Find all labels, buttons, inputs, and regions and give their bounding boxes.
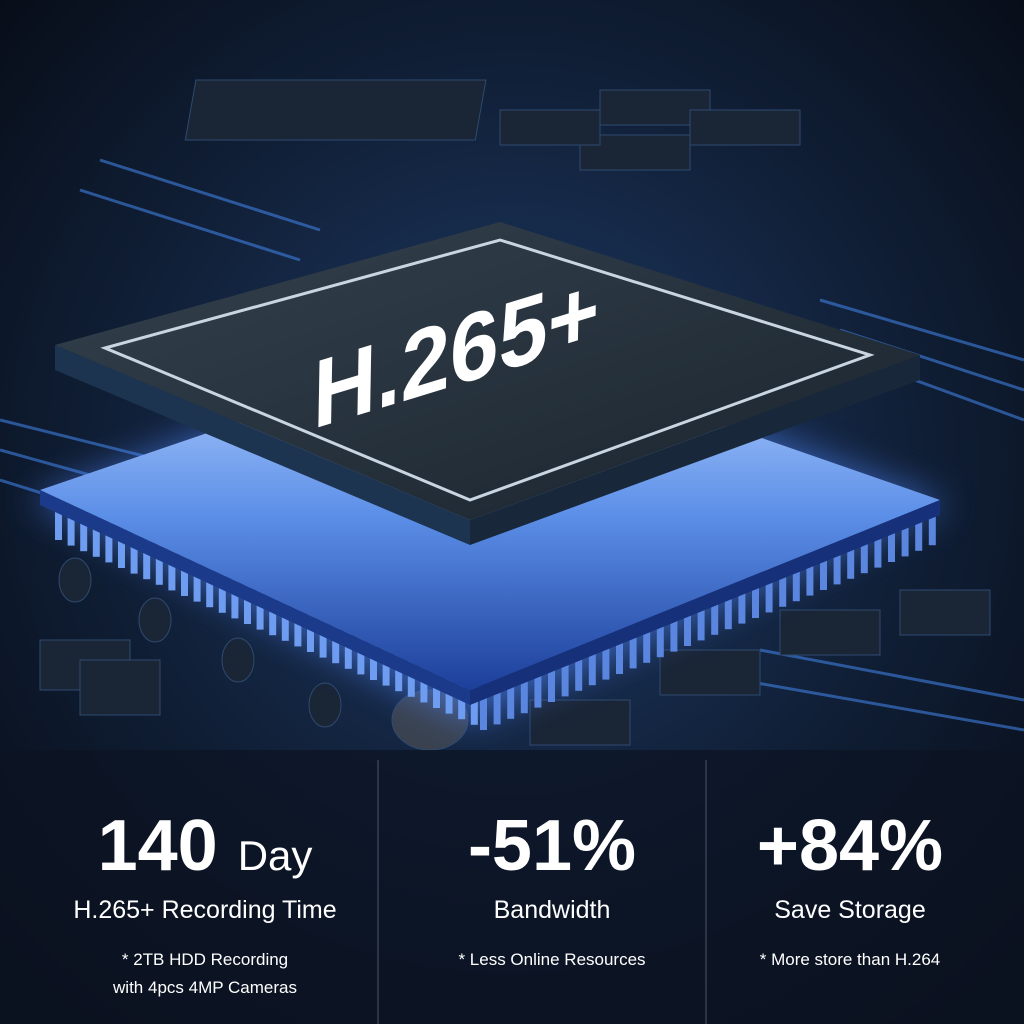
pin: [779, 566, 787, 607]
pin: [307, 612, 314, 652]
pin: [738, 583, 746, 624]
stat-unit: Day: [238, 832, 313, 879]
pin: [874, 527, 882, 568]
chip-pins: [55, 500, 936, 730]
pin: [928, 505, 936, 546]
pin: [548, 662, 555, 702]
pin: [231, 578, 239, 619]
pin: [181, 556, 188, 596]
chip-side: [55, 345, 470, 545]
stat-number: 140: [98, 806, 218, 886]
pin: [92, 516, 100, 557]
pin: [616, 634, 623, 674]
stat-note: * 2TB HDD Recording: [122, 950, 288, 969]
stat-value: 140 Day: [98, 806, 313, 886]
pin: [561, 656, 569, 697]
stat-label: Save Storage: [774, 896, 926, 924]
stat-number: +84%: [757, 806, 943, 886]
chip-side: [470, 355, 920, 545]
pin: [697, 600, 705, 641]
pin: [206, 567, 214, 608]
components: [39, 79, 991, 751]
pin: [118, 528, 125, 568]
pin: [105, 522, 113, 563]
pin: [130, 533, 138, 574]
pin: [670, 611, 678, 652]
chip-top: [55, 222, 920, 520]
pin: [155, 544, 163, 585]
pin: [218, 572, 226, 613]
pin: [269, 595, 277, 636]
pin: [294, 606, 302, 647]
pin: [629, 628, 637, 669]
pin: [656, 617, 664, 658]
pin: [792, 561, 800, 602]
stat-label: H.265+ Recording Time: [73, 896, 336, 924]
chip-base-side: [40, 490, 470, 705]
pin: [765, 572, 773, 613]
pin: [833, 544, 841, 585]
pin: [575, 650, 583, 691]
pin: [711, 594, 719, 635]
pin: [602, 639, 610, 680]
pin: [915, 510, 923, 551]
pin: [860, 533, 868, 574]
pin: [193, 561, 201, 602]
pin: [806, 555, 814, 596]
chip-base-side: [470, 500, 940, 705]
pin: [319, 617, 327, 658]
pin: [888, 522, 895, 562]
stats-panel: [0, 750, 1024, 1024]
pin: [470, 684, 478, 725]
pin: [168, 550, 176, 591]
pin: [643, 622, 651, 663]
stat-number: -51%: [468, 806, 636, 886]
stat-label: Bandwidth: [494, 896, 611, 924]
chip-border: [100, 238, 875, 502]
pin: [281, 600, 289, 641]
pin: [901, 516, 909, 557]
pin: [244, 584, 251, 624]
pin: [684, 606, 691, 646]
stat-note: * Less Online Resources: [458, 950, 645, 969]
pin: [256, 589, 264, 630]
pin: [847, 538, 855, 579]
pin: [507, 678, 515, 719]
pin: [724, 589, 732, 630]
pin: [820, 550, 827, 590]
pin: [520, 673, 528, 714]
pin: [534, 667, 542, 708]
pin: [588, 645, 596, 686]
stat-value: -51%: [468, 806, 636, 886]
pin: [67, 505, 75, 546]
pin: [55, 500, 62, 540]
pin: [480, 690, 487, 730]
pin: [493, 684, 501, 725]
pin: [344, 628, 352, 669]
stats: 140 Day H.265+ Recording Time * 2TB HDD Rec…: [73, 806, 943, 997]
stat-note: with 4pcs 4MP Cameras: [112, 978, 297, 997]
pin: [752, 578, 759, 618]
pin: [80, 511, 88, 552]
pin: [357, 634, 365, 675]
stat-note: * More store than H.264: [760, 950, 940, 969]
pin: [332, 623, 340, 664]
pin: [143, 539, 151, 580]
stat-value: +84%: [757, 806, 943, 886]
